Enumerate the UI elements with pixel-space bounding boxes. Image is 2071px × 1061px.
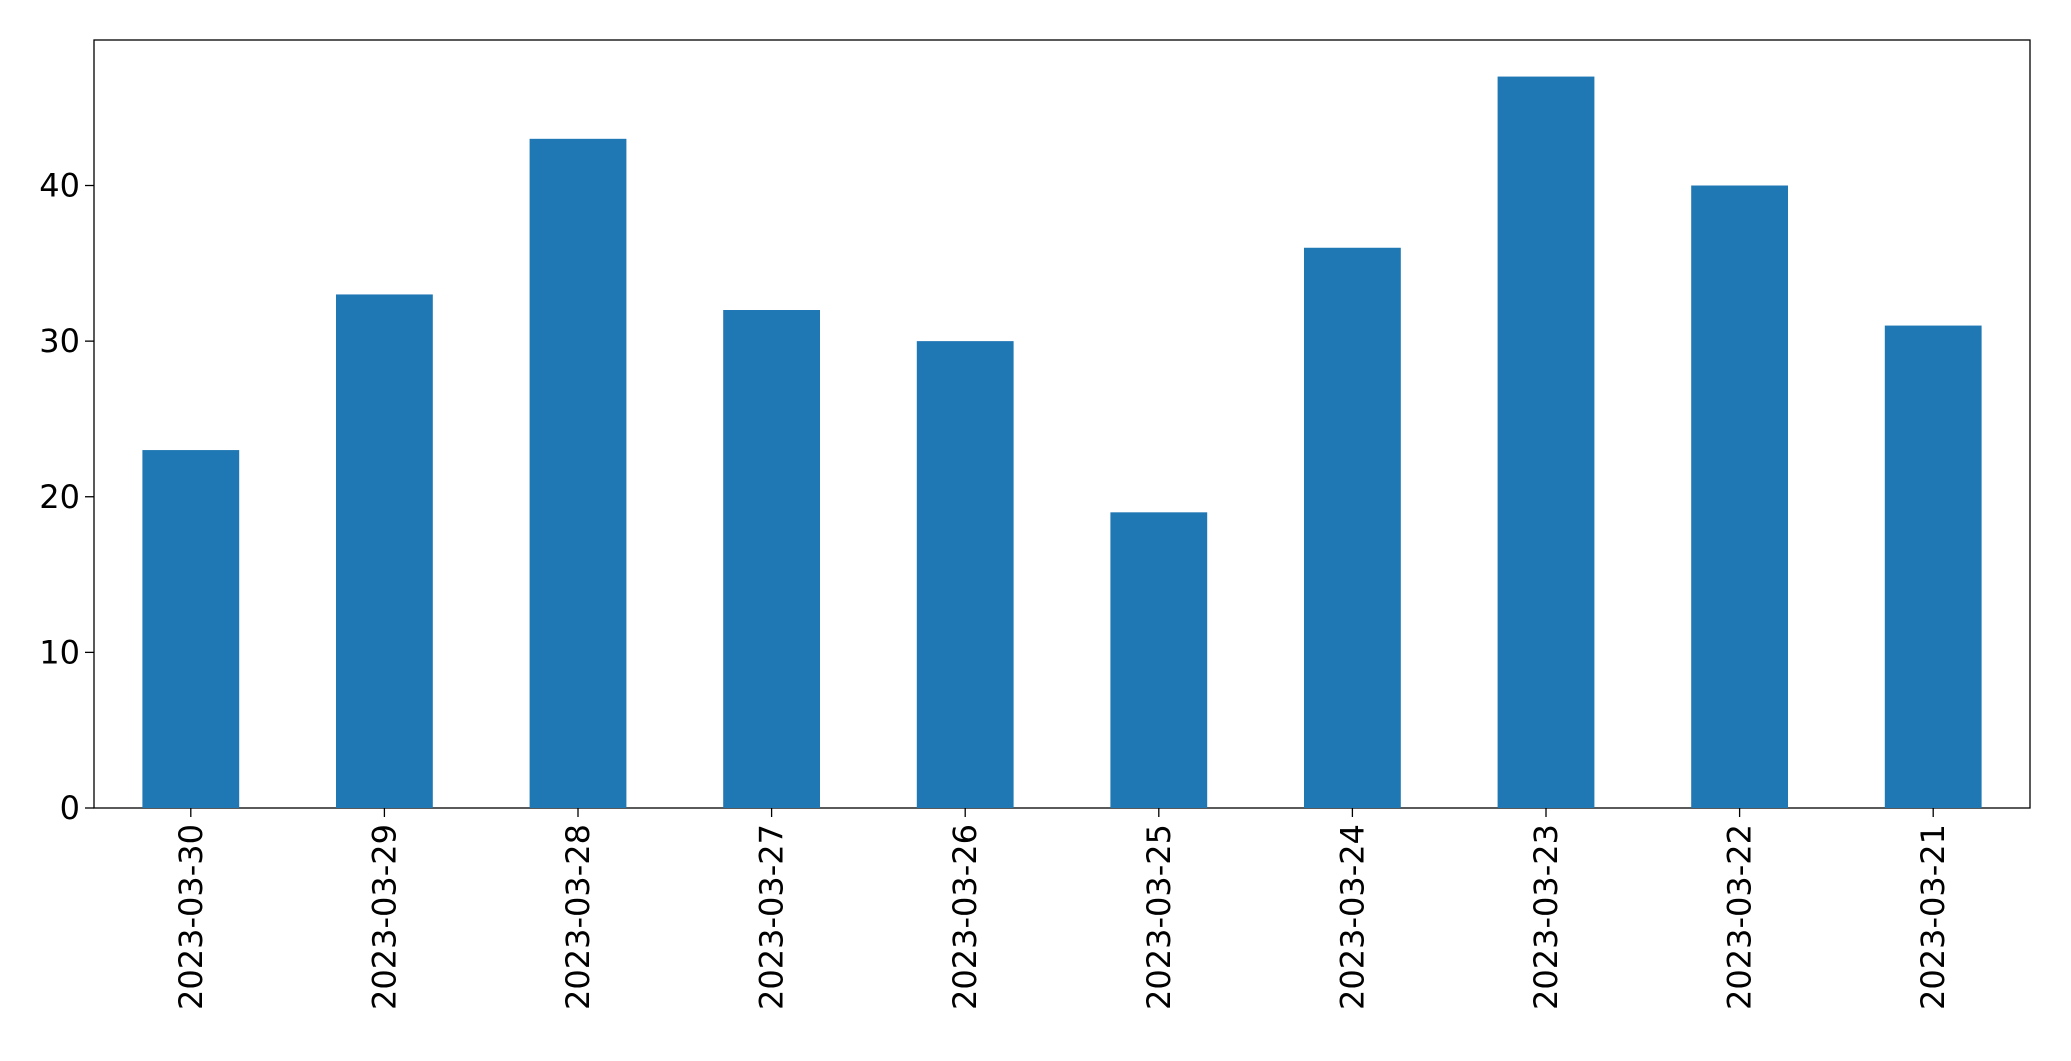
bar — [1304, 247, 1401, 808]
x-tick-label: 2023-03-23 — [1527, 824, 1565, 1010]
bar — [1497, 76, 1595, 809]
bar — [142, 450, 240, 808]
x-tick-label: 2023-03-24 — [1333, 824, 1371, 1010]
x-tick-label: 2023-03-28 — [559, 824, 597, 1010]
y-tick-label: 20 — [39, 478, 80, 516]
y-tick-label: 30 — [39, 322, 80, 360]
bar — [916, 341, 1014, 808]
y-tick-label: 10 — [39, 633, 80, 671]
y-tick-label: 0 — [60, 789, 80, 827]
bar — [529, 138, 627, 808]
bar — [1110, 512, 1208, 808]
x-tick-label: 2023-03-25 — [1140, 824, 1178, 1010]
axes-frame — [93, 39, 2031, 809]
x-tick-label: 2023-03-26 — [946, 824, 984, 1010]
bar — [1691, 185, 1788, 809]
x-tick-label: 2023-03-21 — [1914, 824, 1952, 1010]
x-tick-label: 2023-03-22 — [1721, 824, 1759, 1010]
x-tick-label: 2023-03-27 — [753, 824, 791, 1010]
bar — [723, 310, 820, 808]
bar — [336, 294, 433, 809]
bar — [1884, 325, 1982, 808]
y-tick-label: 40 — [39, 167, 80, 205]
x-tick-label: 2023-03-30 — [172, 824, 210, 1010]
x-tick-label: 2023-03-29 — [365, 824, 403, 1010]
